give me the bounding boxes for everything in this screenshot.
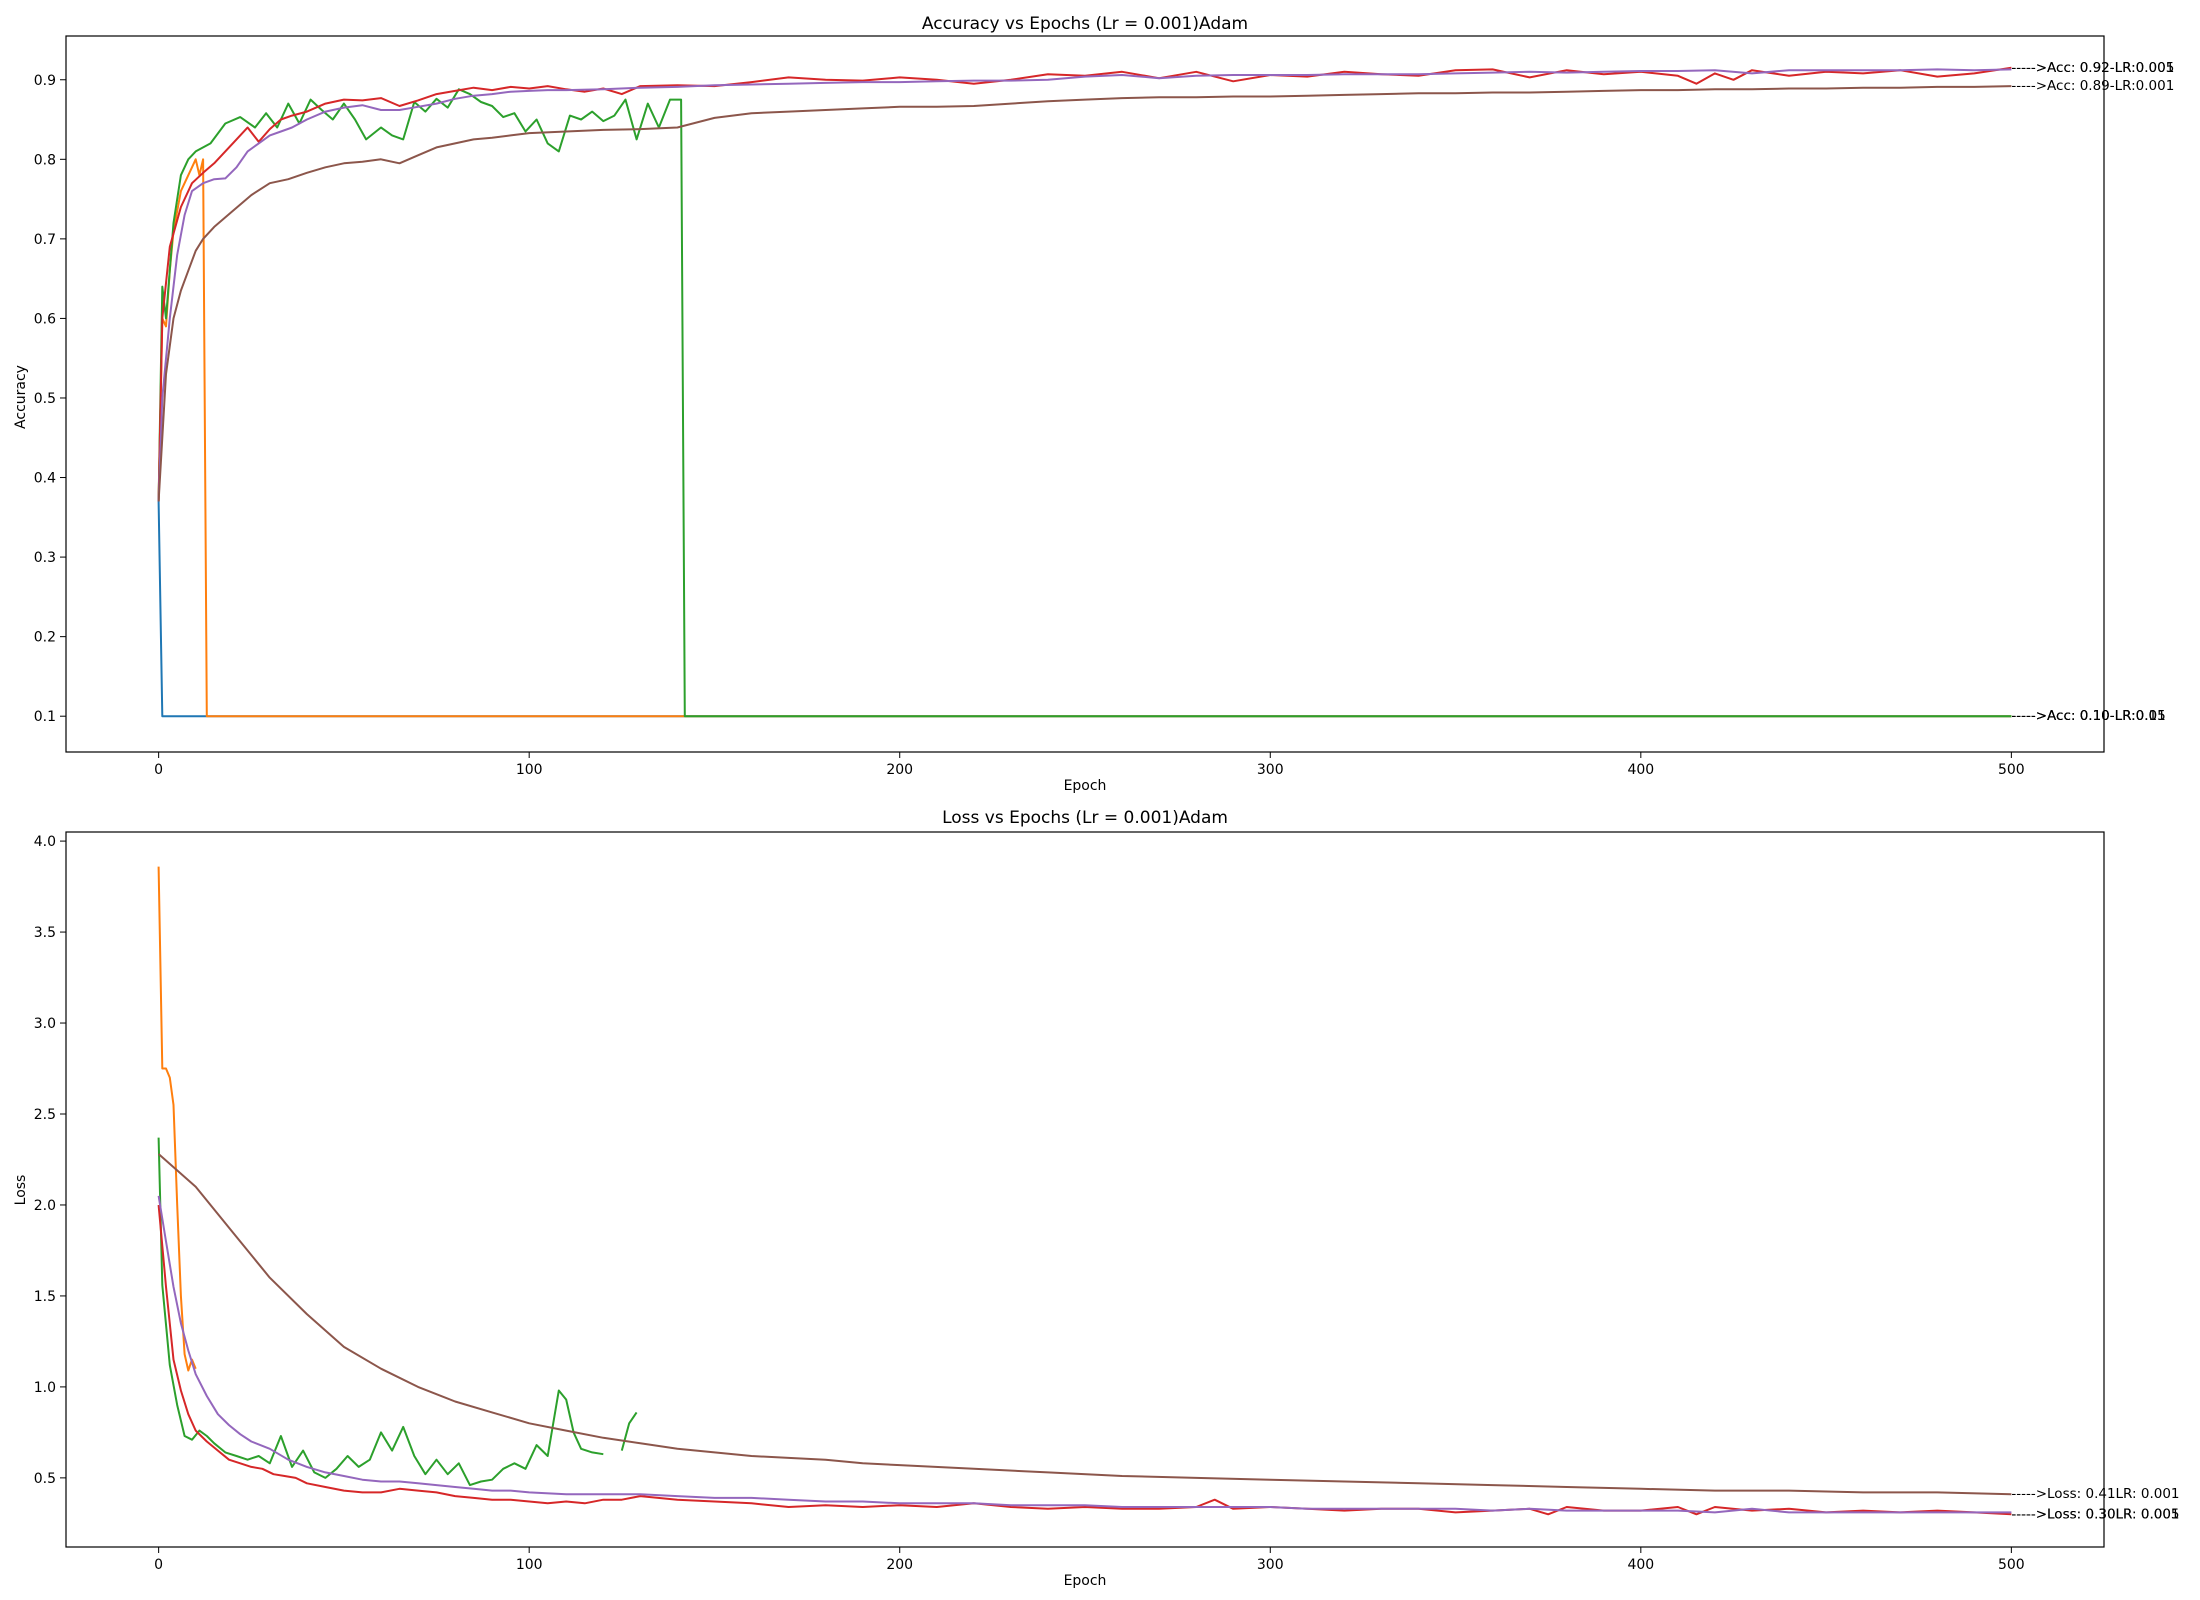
loss-x-tick-label: 0 xyxy=(154,1557,163,1573)
loss-x-tick-label: 400 xyxy=(1627,1557,1654,1573)
accuracy-y-tick-label: 0.5 xyxy=(34,391,56,407)
accuracy-x-tick-label: 100 xyxy=(516,762,543,778)
loss-y-tick-label: 3.5 xyxy=(34,925,56,941)
loss-x-axis-label: Epoch xyxy=(1064,1573,1107,1589)
loss-y-tick-label: 4.0 xyxy=(34,834,56,850)
loss-chart-title: Loss vs Epochs (Lr = 0.001)Adam xyxy=(942,808,1228,828)
accuracy-annotations: ----->Acc: 0.92-LR:0.001----->Acc: 0.92-… xyxy=(2011,60,2174,724)
accuracy-end-annotation: ----->Acc: 0.92-LR:0.005 xyxy=(2011,60,2174,76)
accuracy-y-tick-label: 0.2 xyxy=(34,630,56,646)
loss-x-tick-label: 100 xyxy=(516,1557,543,1573)
loss-y-tick-label: 3.0 xyxy=(34,1016,56,1032)
accuracy-x-tick-label: 200 xyxy=(886,762,913,778)
accuracy-x-tick-label: 0 xyxy=(154,762,163,778)
loss-series-line-5 xyxy=(157,1153,2012,1496)
loss-y-tick-label: 0.5 xyxy=(34,1471,56,1487)
loss-end-annotation: ----->Loss: 0.41LR: 0.001 xyxy=(2011,1486,2179,1502)
loss-x-tick-label: 500 xyxy=(1998,1557,2025,1573)
loss-x-tick-label: 200 xyxy=(886,1557,913,1573)
loss-end-annotation: ----->Loss: 0.30LR: 0.001 xyxy=(2011,1506,2179,1522)
loss-plot-frame xyxy=(65,831,2105,1548)
accuracy-y-tick-label: 0.7 xyxy=(34,232,56,248)
accuracy-y-tick-label: 0.8 xyxy=(34,152,56,168)
accuracy-plot-frame xyxy=(65,35,2105,753)
loss-y-axis-label: Loss xyxy=(13,1175,29,1206)
loss-y-tick-label: 1.5 xyxy=(34,1289,56,1305)
accuracy-x-tick-label: 400 xyxy=(1627,762,1654,778)
loss-y-tick-label: 2.5 xyxy=(34,1107,56,1123)
accuracy-y-ticks: 0.1 0.2 0.3 0.4 0.5 0.6 0.7 0.8 0.9 xyxy=(34,73,66,725)
accuracy-y-tick-label: 0.1 xyxy=(34,709,56,725)
accuracy-x-axis-label: Epoch xyxy=(1064,778,1107,794)
loss-series-line-4 xyxy=(157,1195,2012,1514)
accuracy-series-line-5 xyxy=(157,85,2012,502)
accuracy-series-line-4 xyxy=(157,68,2012,502)
accuracy-series-line-1 xyxy=(157,158,2012,718)
accuracy-end-annotation: ----->Acc: 0.10-LR:0.1 xyxy=(2011,708,2157,724)
accuracy-end-annotation: ----->Acc: 0.10-LR:0.01 xyxy=(2011,708,2165,724)
accuracy-series-line-2 xyxy=(157,88,2012,718)
loss-end-annotation: ----->Loss: 0.30LR: 0.005 xyxy=(2011,1506,2179,1522)
loss-y-tick-label: 2.0 xyxy=(34,1198,56,1214)
accuracy-series-line-3 xyxy=(157,66,2012,502)
loss-y-tick-label: 1.0 xyxy=(34,1380,56,1396)
loss-y-ticks: 0.5 1.0 1.5 2.0 2.5 3.0 3.5 4.0 xyxy=(34,834,66,1487)
accuracy-end-annotation: ----->Acc: 0.92-LR:0.001 xyxy=(2011,60,2174,76)
accuracy-series xyxy=(157,66,2012,718)
loss-x-ticks: 0 100 200 300 400 500 xyxy=(154,1547,2025,1573)
accuracy-y-axis-label: Accuracy xyxy=(13,365,29,429)
accuracy-x-tick-label: 300 xyxy=(1257,762,1284,778)
accuracy-x-tick-label: 500 xyxy=(1998,762,2025,778)
accuracy-y-tick-label: 0.9 xyxy=(34,73,56,89)
accuracy-x-ticks: 0 100 200 300 400 500 xyxy=(154,752,2025,778)
accuracy-chart-title: Accuracy vs Epochs (Lr = 0.001)Adam xyxy=(922,14,1248,34)
loss-series xyxy=(157,866,2012,1516)
accuracy-end-annotation: ----->Acc: 0.10-LR:0.05 xyxy=(2011,708,2165,724)
accuracy-y-tick-label: 0.3 xyxy=(34,550,56,566)
accuracy-chart: Accuracy vs Epochs (Lr = 0.001)Adam Epoc… xyxy=(13,14,2174,794)
accuracy-y-tick-label: 0.6 xyxy=(34,311,56,327)
loss-x-tick-label: 300 xyxy=(1257,1557,1284,1573)
loss-series-line-0 xyxy=(157,866,197,1372)
loss-annotations: ----->Loss: 0.41LR: 0.001 ----->Loss: 0.3… xyxy=(2011,1486,2179,1522)
accuracy-end-annotation: ----->Acc: 0.89-LR:0.001 xyxy=(2011,78,2174,94)
loss-series-line-1 xyxy=(157,1137,604,1487)
loss-chart: Loss vs Epochs (Lr = 0.001)Adam Epoch Lo… xyxy=(13,808,2180,1589)
accuracy-y-tick-label: 0.4 xyxy=(34,471,56,487)
